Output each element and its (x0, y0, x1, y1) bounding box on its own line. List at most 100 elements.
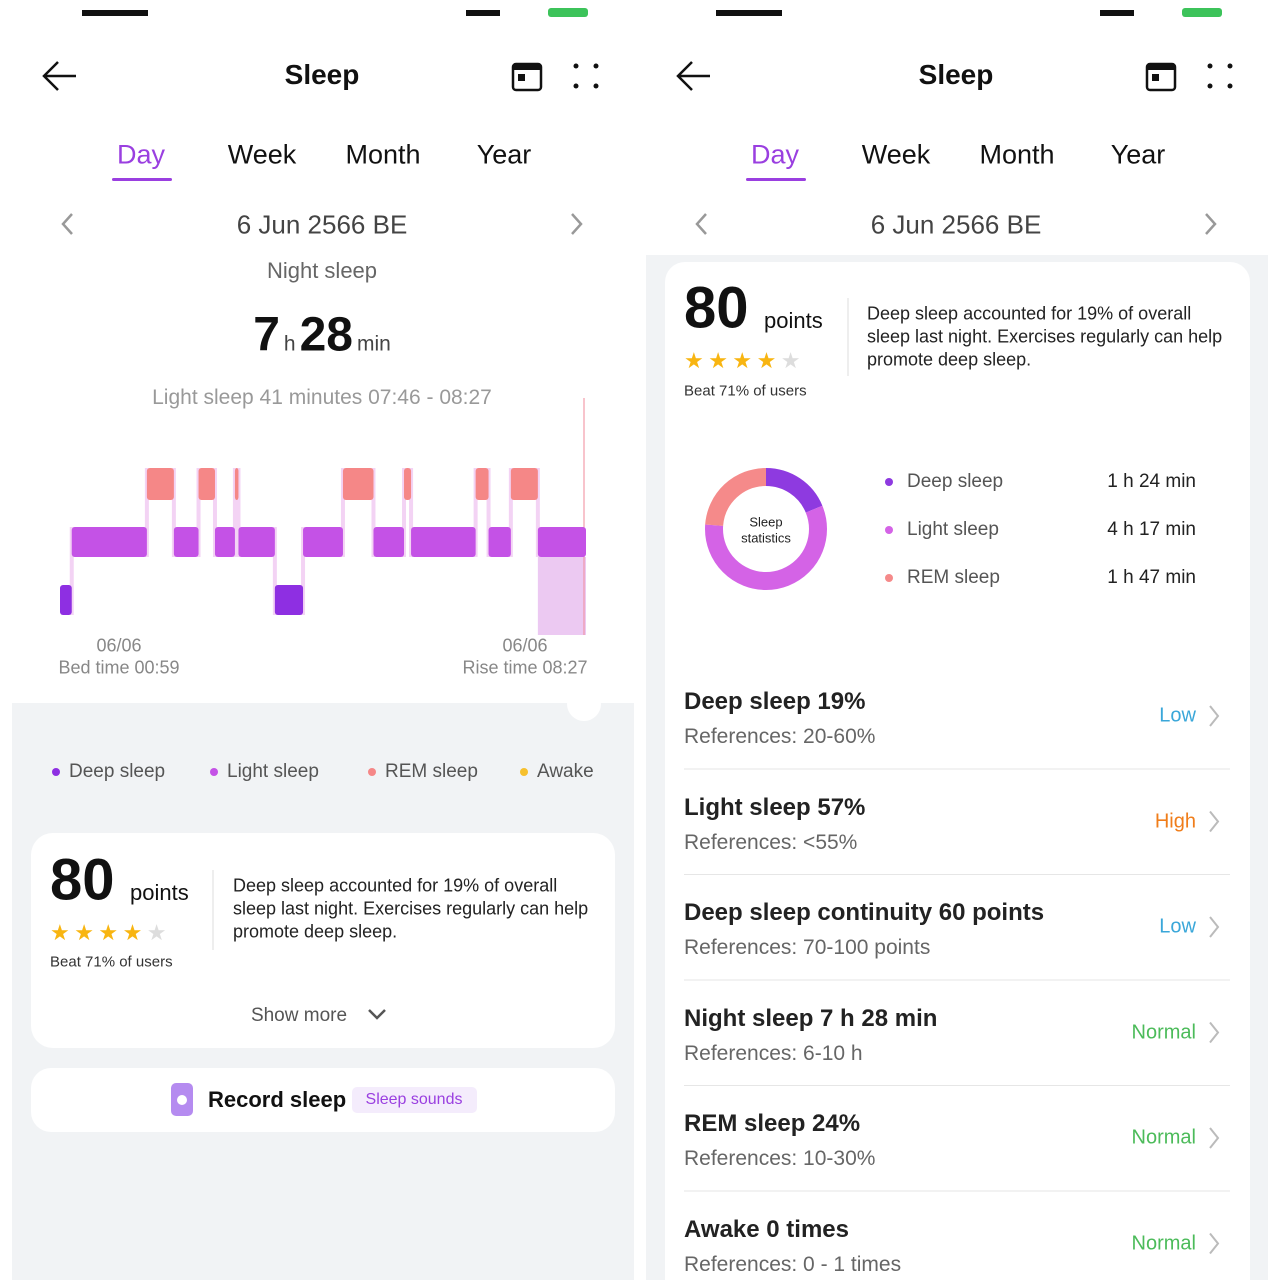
score-value: 80 (684, 275, 749, 341)
star: ★ (684, 348, 704, 373)
duration-minutes: 28 (299, 308, 353, 362)
legend-label: Deep sleep (69, 761, 166, 782)
header-icons (676, 6, 1234, 236)
transition (196, 468, 201, 557)
duration-min: min (356, 332, 391, 356)
sleep-segment (488, 527, 511, 557)
indicator-reference: References: 0 - 1 times (684, 1252, 902, 1276)
tab-underline (746, 178, 806, 181)
end-date: 06/06 (502, 635, 548, 656)
transition (486, 468, 491, 557)
legend-label: Light sleep (227, 761, 319, 782)
star: ★ (50, 920, 70, 945)
date: 6 Jun 2566 BE (870, 209, 1042, 240)
indicator-status[interactable]: Normal (1131, 1021, 1196, 1043)
sleep-segment (214, 527, 235, 557)
indicator-status[interactable]: High (1154, 810, 1196, 832)
transition (144, 468, 149, 557)
legend-value: 4 h 17 min (1107, 519, 1196, 540)
indicator-reference: References: 20-60% (684, 725, 876, 748)
tab[interactable]: Day (116, 139, 166, 170)
indicator-reference: References: 10-30% (684, 1147, 876, 1170)
transition (232, 468, 237, 557)
dot (593, 63, 599, 69)
beat: Beat 71% of users (50, 953, 173, 971)
tab[interactable]: Month (345, 139, 421, 170)
transition (371, 468, 376, 557)
transition (402, 468, 407, 557)
score-unit: points (130, 880, 189, 905)
score-text: Deep sleep accounted for 19% of overall … (867, 303, 1223, 370)
record-sleep[interactable]: Record sleep (208, 1087, 347, 1112)
record-icon-moon (177, 1095, 187, 1105)
rise-time: Rise time 08:27 (462, 657, 588, 678)
indicator-status[interactable]: Low (1159, 704, 1196, 727)
indicator-reference: References: 70-100 points (684, 936, 931, 959)
sleep-segment (475, 468, 489, 500)
tab[interactable]: Year (1110, 139, 1166, 170)
legend-dot (885, 478, 893, 486)
signal (466, 10, 500, 16)
date-arrows (61, 213, 583, 235)
transition (69, 527, 74, 615)
sleep-segment (234, 468, 239, 500)
sleep-segment (510, 468, 538, 500)
chevron (1209, 1127, 1220, 1149)
star: ★ (98, 920, 118, 945)
gap (640, 0, 646, 1280)
transition (535, 468, 540, 557)
indicator-status[interactable]: Normal (1131, 1126, 1196, 1149)
legend-dot (885, 574, 893, 582)
donut-label: Sleep (749, 514, 783, 530)
legend-dot (210, 768, 218, 776)
tab[interactable]: Week (227, 139, 297, 170)
beat: Beat 71% of users (684, 382, 807, 400)
sleep-segment (404, 468, 412, 500)
score-text: Deep sleep accounted for 19% of overall … (233, 875, 589, 942)
star: ★ (147, 920, 167, 945)
tab[interactable]: Month (979, 139, 1055, 170)
chevron (1209, 1232, 1220, 1255)
title: Sleep (918, 59, 994, 90)
sleep-segment (60, 585, 72, 615)
indicator-status[interactable]: Low (1159, 915, 1196, 938)
transition (508, 468, 513, 557)
indicator-status[interactable]: Normal (1131, 1232, 1196, 1254)
score-card (31, 833, 615, 1048)
sleep-segment (373, 527, 405, 557)
transition (272, 527, 277, 615)
tab[interactable]: Day (750, 139, 800, 170)
chevron-down (368, 1009, 386, 1020)
legend-label: REM sleep (907, 567, 1000, 588)
star: ★ (732, 348, 752, 373)
legend-dot (520, 768, 528, 776)
transition (473, 468, 478, 557)
selection-highlight (537, 557, 586, 635)
transition (340, 468, 345, 557)
score-value: 80 (50, 847, 115, 913)
tab[interactable]: Week (861, 139, 931, 170)
back-arrow (42, 61, 76, 91)
indicator-reference: References: 6-10 h (684, 1041, 863, 1065)
indicator-title: Light sleep 57% (684, 793, 866, 821)
donut-label: statistics (741, 530, 791, 546)
legend-label: Light sleep (907, 519, 999, 540)
star: ★ (757, 348, 777, 373)
star: ★ (123, 920, 143, 945)
transition (301, 527, 306, 615)
donut-segment (705, 468, 827, 590)
sleep-segment (146, 468, 174, 500)
indicator-title: Night sleep 7 h 28 min (684, 1004, 938, 1032)
sleep-segment (238, 527, 275, 557)
indicator-title: Deep sleep 19% (684, 688, 866, 715)
sleep-segment (173, 527, 199, 557)
sleep-segment (274, 585, 304, 615)
indicator-title: Deep sleep continuity 60 points (684, 899, 1045, 926)
badge: Sleep sounds (365, 1091, 463, 1108)
tab[interactable]: Year (476, 139, 532, 170)
duration: 7 h 28 min (253, 308, 391, 363)
title: Sleep (284, 59, 360, 90)
show-more[interactable]: Show more (250, 1005, 348, 1026)
